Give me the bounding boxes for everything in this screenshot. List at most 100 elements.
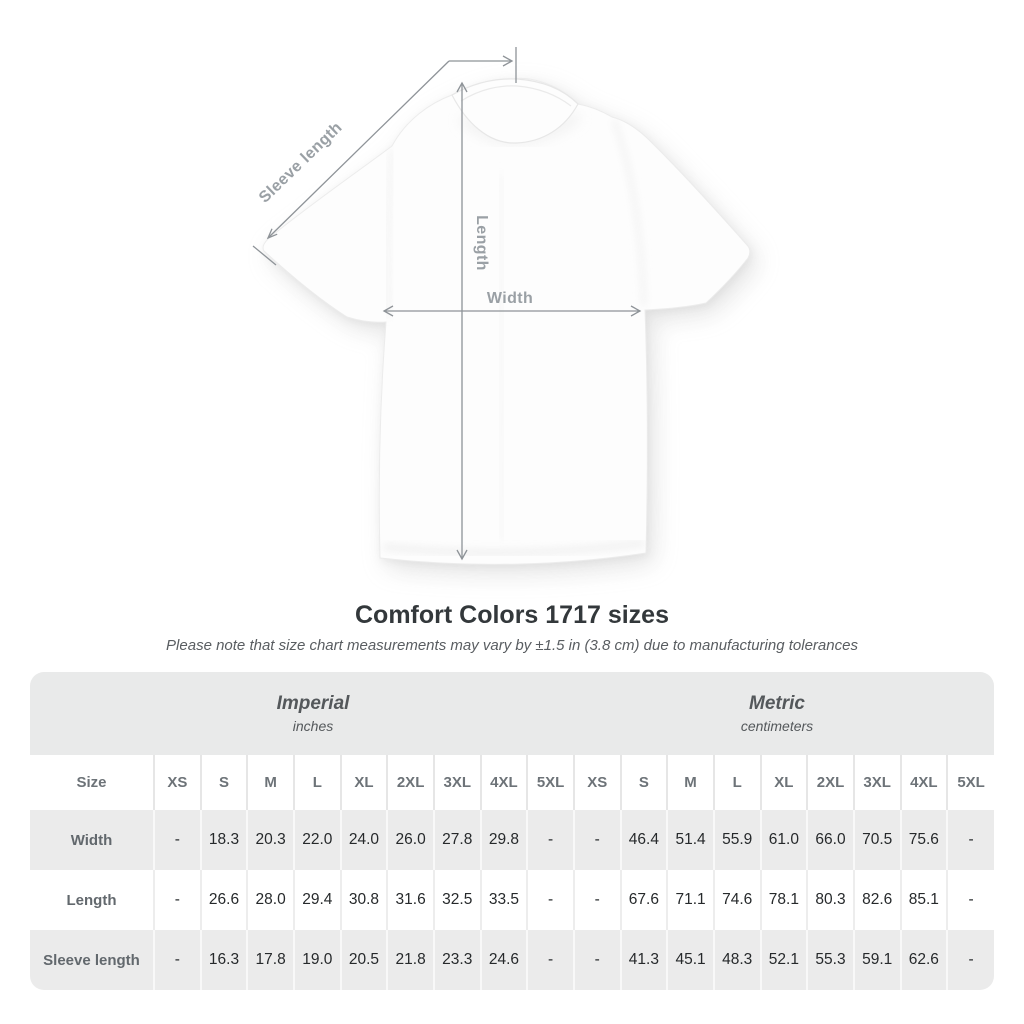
column-header: M (666, 755, 714, 810)
width-label: Width (487, 290, 533, 307)
cell: 22.0 (292, 810, 341, 870)
column-header: XS (153, 755, 201, 810)
cell: 75.6 (899, 810, 948, 870)
cell: - (572, 930, 621, 990)
column-header: M (246, 755, 294, 810)
column-header: 3XL (432, 755, 481, 810)
metric-label: Metric (749, 693, 805, 714)
tshirt-graphic (262, 77, 751, 565)
length-arrowhead-bottom (456, 549, 468, 561)
cell: 21.8 (386, 930, 434, 990)
cell: - (153, 810, 201, 870)
sleeve-length-arrowhead-left (266, 228, 278, 240)
cell: 19.0 (292, 930, 341, 990)
cell: 17.8 (246, 930, 294, 990)
column-header: 4XL (899, 755, 948, 810)
right-seam (612, 119, 646, 307)
cell: - (572, 870, 621, 930)
table-row-sleeve-length: Sleeve length - 16.3 17.8 19.0 20.5 21.8… (30, 930, 994, 990)
cell: - (153, 930, 201, 990)
cell: 41.3 (619, 930, 668, 990)
imperial-sublabel: inches (292, 718, 334, 734)
row-label: Length (66, 891, 117, 909)
row-label: Sleeve length (43, 951, 140, 969)
cell: 32.5 (432, 870, 481, 930)
page-title: Comfort Colors 1717 sizes (355, 601, 669, 629)
cell: 24.6 (479, 930, 528, 990)
units-header: Imperial inches Metric centimeters (30, 672, 994, 755)
cell: - (946, 930, 994, 990)
cell: - (526, 870, 574, 930)
cell: 29.4 (292, 870, 341, 930)
metric-unit-group: Metric centimeters (596, 672, 994, 755)
cell: - (572, 810, 621, 870)
column-header: S (619, 755, 668, 810)
column-header: 4XL (479, 755, 528, 810)
cell: 67.6 (619, 870, 668, 930)
cell: 26.0 (386, 810, 434, 870)
cell: 52.1 (759, 930, 808, 990)
row-label: Width (70, 831, 113, 849)
metric-sublabel: centimeters (740, 718, 814, 734)
column-header: XL (339, 755, 388, 810)
cell: - (526, 930, 574, 990)
cell: 51.4 (666, 810, 714, 870)
cell: 30.8 (339, 870, 388, 930)
size-chart-panel: Imperial inches Metric centimeters Size … (30, 672, 994, 990)
cell: 48.3 (712, 930, 761, 990)
table-row-width: Width - 18.3 20.3 22.0 24.0 26.0 27.8 29… (30, 810, 994, 870)
size-table: Size XS S M L XL 2XL 3XL 4XL 5XL XS S M … (30, 755, 994, 990)
cell: 33.5 (479, 870, 528, 930)
tshirt-measurement-diagram: Sleeve length Length Width (252, 47, 751, 565)
column-header: L (712, 755, 761, 810)
imperial-unit-group: Imperial inches (30, 672, 596, 755)
cell: 80.3 (806, 870, 854, 930)
cell: - (946, 870, 994, 930)
table-row-length: Length - 26.6 28.0 29.4 30.8 31.6 32.5 3… (30, 870, 994, 930)
cell: 18.3 (199, 810, 248, 870)
hem-shadow (383, 540, 645, 556)
cell: 61.0 (759, 810, 808, 870)
cell: - (153, 870, 201, 930)
collar-inner-edge (460, 85, 572, 107)
cell: 45.1 (666, 930, 714, 990)
cell: 46.4 (619, 810, 668, 870)
column-header: S (199, 755, 248, 810)
column-header: 2XL (386, 755, 434, 810)
cell: 23.3 (432, 930, 481, 990)
column-header: 5XL (526, 755, 574, 810)
imperial-label: Imperial (276, 693, 350, 714)
cell: - (946, 810, 994, 870)
size-header-row: Size XS S M L XL 2XL 3XL 4XL 5XL XS S M … (30, 755, 994, 810)
cell: 28.0 (246, 870, 294, 930)
cell: 27.8 (432, 810, 481, 870)
column-header: 3XL (852, 755, 901, 810)
sleeve-length-line-diagonal (267, 60, 450, 239)
cell: 29.8 (479, 810, 528, 870)
column-header: XS (572, 755, 621, 810)
sleeve-length-arrowhead-right (502, 55, 514, 67)
sleeve-end-tick (252, 245, 277, 266)
cell: 82.6 (852, 870, 901, 930)
cell: 70.5 (852, 810, 901, 870)
cell: 55.9 (712, 810, 761, 870)
cell: 78.1 (759, 870, 808, 930)
cell: 66.0 (806, 810, 854, 870)
length-arrowhead-top (456, 81, 468, 93)
column-header: 2XL (806, 755, 854, 810)
column-header: L (292, 755, 341, 810)
cell: 24.0 (339, 810, 388, 870)
cell: 62.6 (899, 930, 948, 990)
cell: 20.3 (246, 810, 294, 870)
width-arrowhead-left (382, 305, 394, 317)
column-header: 5XL (946, 755, 994, 810)
cell: 20.5 (339, 930, 388, 990)
cell: 59.1 (852, 930, 901, 990)
cell: 16.3 (199, 930, 248, 990)
length-label: Length (473, 215, 490, 271)
center-crease (496, 174, 507, 541)
tolerance-note: Please note that size chart measurements… (166, 637, 858, 654)
column-header: XL (759, 755, 808, 810)
collar (451, 78, 579, 144)
width-arrowhead-right (630, 305, 642, 317)
